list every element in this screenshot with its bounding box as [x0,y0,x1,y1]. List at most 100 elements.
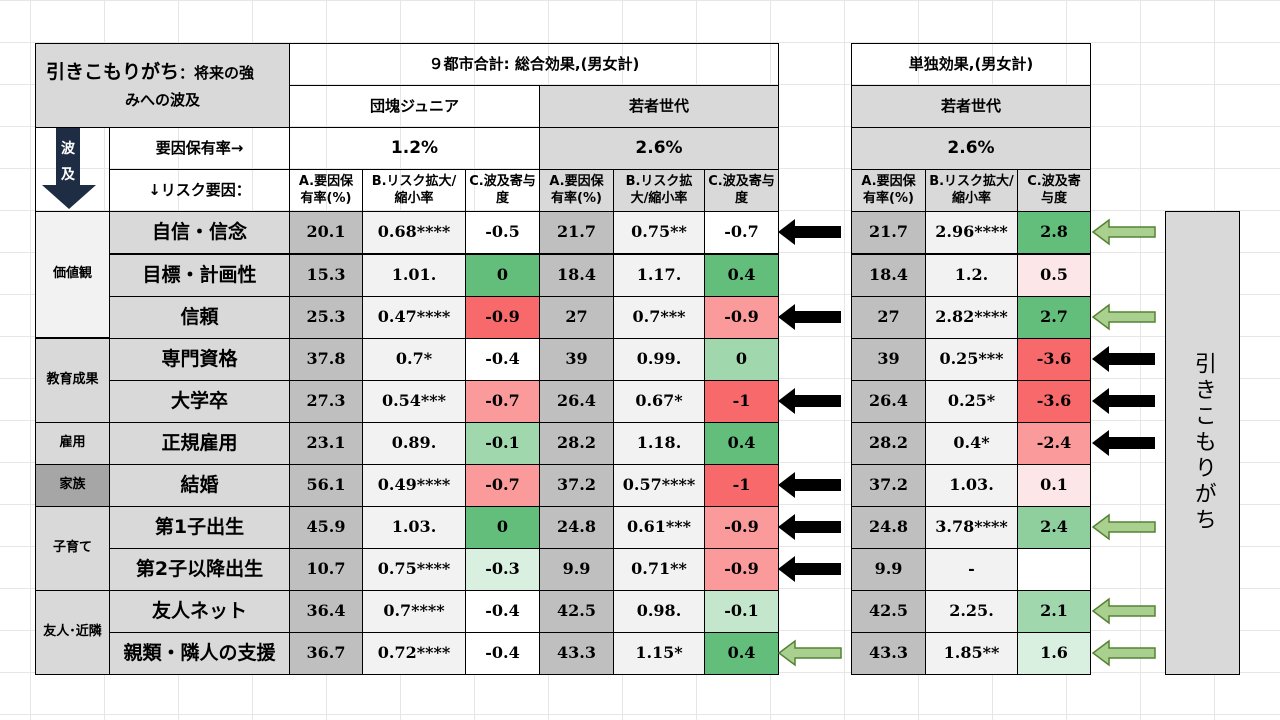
cell-c3: 2.7 [1017,296,1091,339]
svg-text:波: 波 [61,140,76,157]
cell-c3: 2.8 [1017,211,1091,254]
subheader-col-8: C.波及寄与度 [1017,169,1091,212]
cell-a1: 10.7 [289,548,363,591]
cell-a3: 39 [851,338,926,381]
right-label-text: 引きこもりがち [1190,352,1216,534]
cell-a2: 27 [539,296,614,339]
cell-b1: 0.54*** [362,380,466,423]
cell-a2: 18.4 [539,254,614,297]
cell-b2: 0.67* [613,380,705,423]
cell-c1: -0.9 [465,296,540,339]
cell-b2: 0.7*** [613,296,705,339]
subheader-col-6: A.要因保有率(%) [851,169,926,212]
category-2: 雇用 [35,422,110,465]
subheader-col-2: C.波及寄与度 [465,169,540,212]
hold-rate-young-single: 2.6% [851,127,1091,170]
negative-arrow-icon [1092,388,1155,414]
risk-factor-label: ↓リスク要因： [109,169,290,212]
cell-b3: - [925,548,1018,591]
header-young-single: 若者世代 [851,85,1091,128]
title-main: 引きこもりがち [46,61,180,84]
cell-c2: 0 [704,338,779,381]
cell-b1: 0.89. [362,422,466,465]
subheader-col-5: C.波及寄与度 [704,169,779,212]
row-label: 親類・隣人の支援 [109,632,290,675]
cell-c2: -1 [704,464,779,507]
subheader-col-0: A.要因保有率(%) [289,169,363,212]
cell-a2: 43.3 [539,632,614,675]
cell-c3: 1.6 [1017,632,1091,675]
cell-c3: 0.1 [1017,464,1091,507]
cell-c2: -0.7 [704,211,779,254]
cell-a3: 9.9 [851,548,926,591]
cell-a1: 36.4 [289,590,363,633]
cell-a3: 18.4 [851,254,926,297]
cell-c1: 0 [465,506,540,549]
subheader-col-4: B.リスク拡大/縮小率 [613,169,705,212]
title-suffix: ：将来の強 [179,64,255,83]
cell-a3: 28.2 [851,422,926,465]
cell-b1: 0.47**** [362,296,466,339]
row-label: 友人ネット [109,590,290,633]
cell-c3: 0.5 [1017,254,1091,297]
cell-b1: 0.49**** [362,464,466,507]
cell-a2: 24.8 [539,506,614,549]
cell-c2: -1 [704,380,779,423]
cell-c1: -0.3 [465,548,540,591]
cell-a1: 37.8 [289,338,363,381]
cell-c1: -0.4 [465,590,540,633]
positive-arrow-icon [1091,303,1156,331]
page-title: 引きこもりがち：将来の強みへの波及 [35,43,290,128]
cell-c3 [1017,548,1091,591]
cell-c1: -0.1 [465,422,540,465]
header-dankai: 団塊ジュニア [289,85,540,128]
cell-b3: 0.4* [925,422,1018,465]
cell-a3: 26.4 [851,380,926,423]
title-line-2: みへの波及 [124,91,200,110]
negative-arrow-icon [778,219,841,245]
cell-b2: 0.71** [613,548,705,591]
category-5: 友人･近隣 [35,590,110,675]
cell-b3: 0.25* [925,380,1018,423]
cell-b3: 3.78**** [925,506,1018,549]
cell-b3: 0.25*** [925,338,1018,381]
right-label: 引きこもりがち [1165,211,1240,675]
cell-c2: -0.9 [704,548,779,591]
cell-c2: -0.1 [704,590,779,633]
propagation-cell [35,127,110,212]
cell-a2: 37.2 [539,464,614,507]
header-young: 若者世代 [539,85,779,128]
cell-b1: 0.7**** [362,590,466,633]
cell-c3: -3.6 [1017,380,1091,423]
cell-c1: 0 [465,254,540,297]
positive-arrow-icon [1091,513,1156,541]
cell-b1: 0.75**** [362,548,466,591]
positive-arrow-icon [1091,218,1156,246]
cell-c1: -0.7 [465,464,540,507]
positive-arrow-icon [1091,597,1156,625]
cell-b2: 0.57**** [613,464,705,507]
header-single-effect: 単独効果,(男女計) [851,43,1091,86]
row-label: 第2子以降出生 [109,548,290,591]
cell-a3: 42.5 [851,590,926,633]
cell-a1: 20.1 [289,211,363,254]
cell-a2: 39 [539,338,614,381]
subheader-col-7: B.リスク拡大/縮小率 [925,169,1018,212]
row-label: 結婚 [109,464,290,507]
cell-a1: 36.7 [289,632,363,675]
cell-b2: 0.61*** [613,506,705,549]
cell-c2: -0.9 [704,296,779,339]
cell-c3: -3.6 [1017,338,1091,381]
negative-arrow-icon [1092,346,1155,372]
cell-b1: 0.72**** [362,632,466,675]
cell-a3: 21.7 [851,211,926,254]
cell-c1: -0.4 [465,632,540,675]
cell-c1: -0.4 [465,338,540,381]
row-label: 専門資格 [109,338,290,381]
cell-b2: 0.98. [613,590,705,633]
cell-b2: 1.17. [613,254,705,297]
cell-c1: -0.7 [465,380,540,423]
cell-b2: 0.99. [613,338,705,381]
cell-c2: 0.4 [704,422,779,465]
negative-arrow-icon [778,472,841,498]
